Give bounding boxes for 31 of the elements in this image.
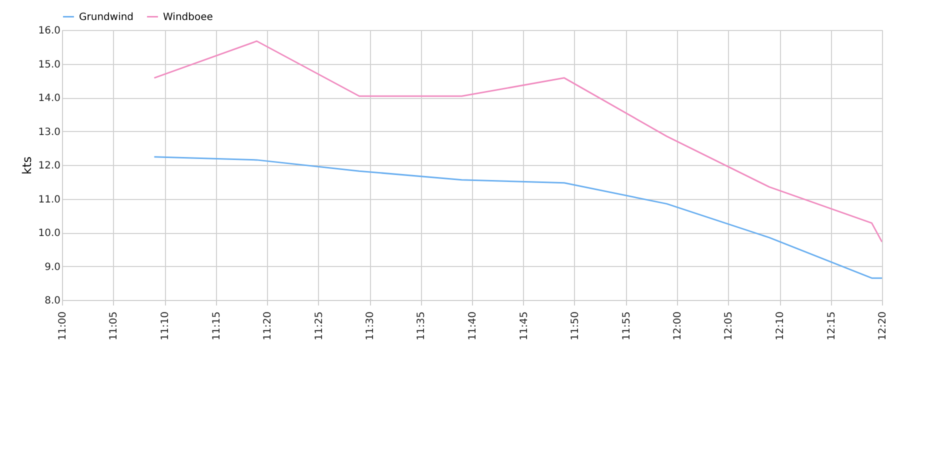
x-tick-label: 11:30: [365, 312, 376, 340]
x-tick-label: 11:40: [468, 312, 478, 340]
x-tick-label: 11:25: [314, 312, 325, 340]
x-tick-label: 11:55: [621, 312, 632, 340]
line-series: [154, 156, 882, 279]
x-tick-label: 12:10: [775, 312, 786, 340]
legend-label: Windboee: [163, 12, 213, 23]
x-tick-label: 12:15: [826, 312, 838, 340]
x-tick-label: 11:05: [108, 312, 120, 340]
x-tick-label: 12:20: [878, 312, 888, 340]
x-tick-label: 12:00: [672, 312, 684, 340]
y-axis-title: kts: [20, 156, 34, 174]
x-tick-label: 11:35: [416, 312, 428, 340]
x-tick-label: 11:15: [211, 312, 222, 340]
y-tick-label: 15.0: [38, 59, 60, 70]
y-tick-label: 10.0: [38, 228, 60, 239]
y-tick-label: 12.0: [38, 160, 60, 172]
x-tick-label: 12:05: [724, 312, 735, 340]
legend-label: Grundwind: [79, 12, 134, 23]
y-tick-label: 8.0: [44, 296, 60, 306]
y-tick-label: 16.0: [38, 26, 60, 36]
y-tick-label: 14.0: [38, 93, 60, 104]
x-tick-label: 11:00: [58, 312, 68, 340]
x-tick-label: 11:10: [160, 312, 171, 340]
x-tick-label: 11:45: [518, 312, 530, 340]
line-series: [154, 40, 882, 243]
y-tick-label: 9.0: [44, 262, 60, 273]
x-tick-label: 11:50: [570, 312, 581, 340]
y-tick-label: 11.0: [38, 194, 60, 206]
y-tick-label: 13.0: [38, 126, 60, 138]
x-tick-label: 11:20: [262, 312, 274, 340]
